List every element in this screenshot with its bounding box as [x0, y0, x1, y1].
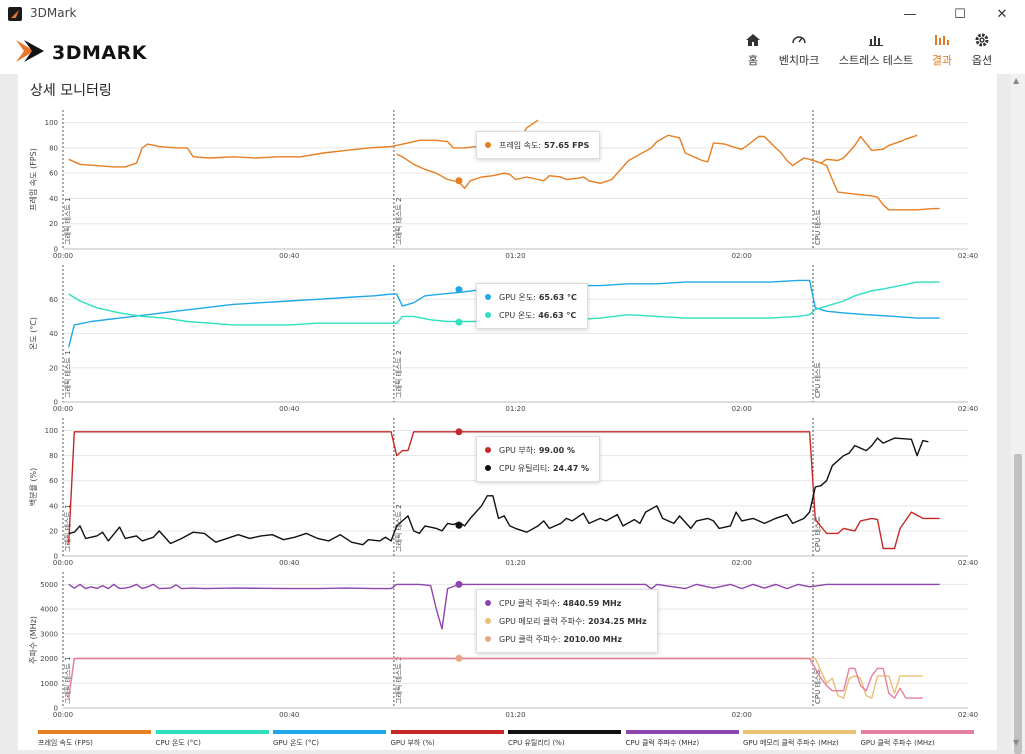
gear-icon — [965, 32, 999, 50]
legend-swatch — [155, 730, 269, 734]
tooltip-value: 57.65 FPS — [544, 140, 590, 150]
legend-swatch — [273, 730, 386, 734]
gauge-icon — [771, 32, 827, 50]
home-icon — [737, 32, 769, 50]
tooltip-row: CPU 온도:46.63 °C — [485, 306, 577, 324]
chart-legend: 프레임 속도 (FPS) CPU 온도 (°C) GPU 온도 (°C) GPU 부하… — [38, 730, 978, 748]
legend-swatch — [508, 730, 621, 734]
legend-item[interactable]: GPU 부하 (%) — [390, 730, 504, 748]
legend-item[interactable]: GPU 메모리 클럭 주파수 (MHz) — [743, 730, 856, 748]
tooltip-separator: : — [557, 598, 560, 608]
nav-item-3[interactable]: 결과 — [923, 32, 961, 68]
series-dot-icon — [485, 447, 491, 453]
legend-swatch — [390, 730, 504, 734]
minimize-button[interactable]: — — [903, 6, 917, 22]
legend-item[interactable]: CPU 클럭 주파수 (MHz) — [625, 730, 739, 748]
page-title: 상세 모니터링 — [30, 83, 112, 99]
series-dot-icon — [485, 465, 491, 471]
tooltip-row: 프레임 속도:57.65 FPS — [485, 136, 589, 154]
nav-item-0[interactable]: 홈 — [737, 32, 769, 68]
chart-tooltip: CPU 클럭 주파수:4840.59 MHz GPU 메모리 클럭 주파수:203… — [476, 589, 658, 653]
stress-chart-icon — [830, 32, 922, 50]
legend-label: GPU 부하 (%) — [390, 739, 435, 747]
tooltip-row: GPU 부하:99.00 % — [485, 441, 589, 459]
tooltip-separator: : — [547, 463, 550, 473]
tooltip-value: 99.00 % — [538, 445, 575, 455]
nav-item-label: 홈 — [747, 54, 759, 67]
legend-label: CPU 클럭 주파수 (MHz) — [625, 739, 700, 747]
tooltip-value: 2034.25 MHz — [588, 616, 647, 626]
tooltip-series-name: GPU 온도 — [499, 292, 534, 302]
series-dot-icon — [485, 600, 491, 606]
tooltip-row: GPU 클럭 주파수:2010.00 MHz — [485, 630, 647, 648]
chart-tooltip: GPU 온도:65.63 °C CPU 온도:46.63 °C — [476, 283, 588, 329]
tooltip-separator: : — [538, 140, 542, 150]
tooltip-series-name: CPU 유틸리티 — [499, 463, 548, 473]
title-bar: 3DMark — ☐ ✕ — [0, 0, 1025, 28]
3dmark-logo[interactable]: 3DMARK — [14, 36, 164, 66]
tooltip-separator: : — [533, 292, 536, 302]
tooltip-value: 24.47 % — [552, 463, 590, 473]
results-bar-icon — [923, 32, 961, 50]
logo-wordmark: 3DMARK — [52, 42, 147, 64]
series-dot-icon — [485, 618, 491, 624]
scroll-thumb[interactable] — [1014, 454, 1022, 754]
close-button[interactable]: ✕ — [996, 6, 1008, 22]
legend-label: 프레임 속도 (FPS) — [38, 739, 93, 747]
tooltip-value: 4840.59 MHz — [562, 598, 622, 608]
legend-item[interactable]: 프레임 속도 (FPS) — [38, 730, 151, 748]
tooltip-series-name: 프레임 속도 — [499, 140, 539, 150]
tooltip-series-name: GPU 메모리 클럭 주파수 — [499, 616, 583, 626]
legend-item[interactable]: GPU 온도 (°C) — [273, 730, 386, 748]
legend-label: CPU 유틸리티 (%) — [508, 739, 565, 747]
series-dot-icon — [485, 312, 491, 318]
scroll-down-arrow-icon[interactable]: ▼ — [1013, 738, 1020, 747]
tooltip-value: 2010.00 MHz — [563, 634, 623, 644]
tooltip-series-name: CPU 클럭 주파수 — [499, 598, 558, 608]
tooltip-row: GPU 메모리 클럭 주파수:2034.25 MHz — [485, 612, 647, 630]
nav-bar: 3DMARK 홈 벤치마크 스트레스 테스트 결과 옵션 — [0, 28, 1025, 74]
series-dot-icon — [485, 636, 491, 642]
nav-item-1[interactable]: 벤치마크 — [771, 32, 827, 68]
tooltip-separator: : — [557, 634, 561, 644]
tooltip-series-name: CPU 온도 — [499, 310, 533, 320]
legend-item[interactable]: CPU 유틸리티 (%) — [508, 730, 621, 748]
chart-tooltip: GPU 부하:99.00 % CPU 유틸리티:24.47 % — [476, 436, 601, 482]
legend-label: GPU 메모리 클럭 주파수 (MHz) — [743, 739, 839, 747]
scroll-up-arrow-icon[interactable]: ▲ — [1013, 76, 1020, 85]
legend-swatch — [625, 730, 739, 734]
tooltip-row: CPU 클럭 주파수:4840.59 MHz — [485, 594, 647, 612]
maximize-button[interactable]: ☐ — [954, 6, 966, 22]
legend-swatch — [743, 730, 856, 734]
tooltip-separator: : — [533, 445, 536, 455]
legend-label: GPU 클럭 주파수 (MHz) — [860, 739, 935, 747]
app-icon — [8, 7, 22, 21]
nav-item-label: 벤치마크 — [778, 54, 820, 67]
legend-label: CPU 온도 (°C) — [155, 739, 201, 747]
nav-item-label: 스트레스 테스트 — [838, 54, 914, 67]
legend-label: GPU 온도 (°C) — [273, 739, 319, 747]
legend-item[interactable]: CPU 온도 (°C) — [155, 730, 269, 748]
tooltip-row: GPU 온도:65.63 °C — [485, 288, 577, 306]
tooltip-value: 65.63 °C — [538, 292, 577, 302]
chart-tooltip: 프레임 속도:57.65 FPS — [476, 131, 601, 159]
vertical-scrollbar[interactable]: ▲ ▼ — [1011, 74, 1025, 754]
tooltip-separator: : — [582, 616, 586, 626]
nav-item-4[interactable]: 옵션 — [965, 32, 999, 68]
window-title: 3DMark — [30, 6, 77, 20]
tooltip-separator: : — [532, 310, 536, 320]
nav-item-label: 옵션 — [971, 54, 993, 67]
tooltip-value: 46.63 °C — [538, 310, 577, 320]
nav-item-2[interactable]: 스트레스 테스트 — [830, 32, 922, 68]
nav-item-label: 결과 — [931, 54, 953, 67]
series-dot-icon — [485, 294, 491, 300]
tooltip-row: CPU 유틸리티:24.47 % — [485, 459, 589, 477]
tooltip-series-name: GPU 부하 — [499, 445, 534, 455]
legend-swatch — [38, 730, 151, 734]
logo-emblem-icon — [16, 40, 44, 62]
series-dot-icon — [485, 142, 491, 148]
legend-swatch — [860, 730, 974, 734]
tooltip-series-name: GPU 클럭 주파수 — [499, 634, 558, 644]
legend-item[interactable]: GPU 클럭 주파수 (MHz) — [860, 730, 974, 748]
